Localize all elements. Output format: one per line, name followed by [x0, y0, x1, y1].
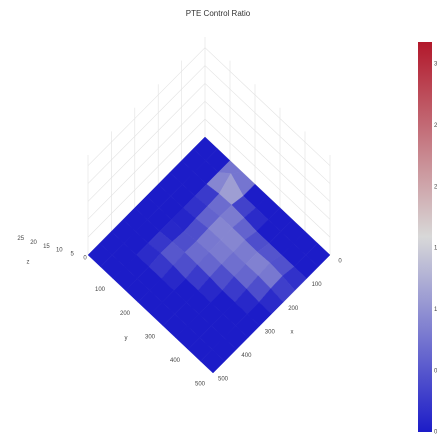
y-tick-label: 300 [145, 334, 156, 340]
colorbar-tick-label: 2.5 [434, 123, 437, 129]
colorbar [418, 42, 432, 432]
surface-cell [200, 349, 225, 374]
y-axis-title: y [125, 336, 128, 342]
z-grid-line [87, 65, 206, 184]
z-grid-line [87, 47, 206, 166]
y-tick-label: 200 [120, 311, 131, 317]
z-grid-line [87, 118, 206, 238]
x-tick-label: 300 [265, 329, 276, 335]
y-tick-label: 400 [170, 358, 181, 364]
colorbar-tick-label: 1 [434, 307, 437, 313]
colorbar-tick-label: 3 [434, 62, 437, 68]
x-tick-label: 500 [218, 377, 229, 383]
z-grid-line [204, 118, 331, 238]
z-tick-label: 15 [43, 244, 50, 250]
x-tick-label: 400 [241, 353, 252, 359]
z-tick-label: 5 [70, 252, 74, 258]
x-tick-label: 0 [338, 259, 342, 265]
x-axis-title: x [291, 330, 294, 336]
z-grid-line [87, 83, 206, 202]
x-tick-label: 100 [312, 282, 323, 288]
z-grid-line [204, 83, 331, 202]
z-grid-line [87, 101, 206, 220]
y-tick-label: 500 [195, 382, 206, 388]
z-axis-title: z [27, 260, 30, 266]
z-grid-line [204, 101, 331, 220]
colorbar-tick-label: 1.5 [434, 246, 437, 252]
z-tick-label: 25 [17, 236, 24, 242]
colorbar-tick-label: 2 [434, 184, 437, 190]
colorbar-tick-label: 0 [434, 430, 437, 436]
z-tick-label: 20 [30, 240, 37, 246]
z-grid-line [204, 47, 331, 166]
z-tick-label: 0 [83, 256, 87, 262]
z-grid-line [204, 65, 331, 184]
z-tick-label: 10 [56, 248, 63, 254]
chart-title: PTE Control Ratio [186, 9, 251, 18]
colorbar-tick-label: 0.5 [434, 368, 437, 374]
x-tick-label: 200 [288, 306, 299, 312]
y-tick-label: 100 [95, 287, 106, 293]
